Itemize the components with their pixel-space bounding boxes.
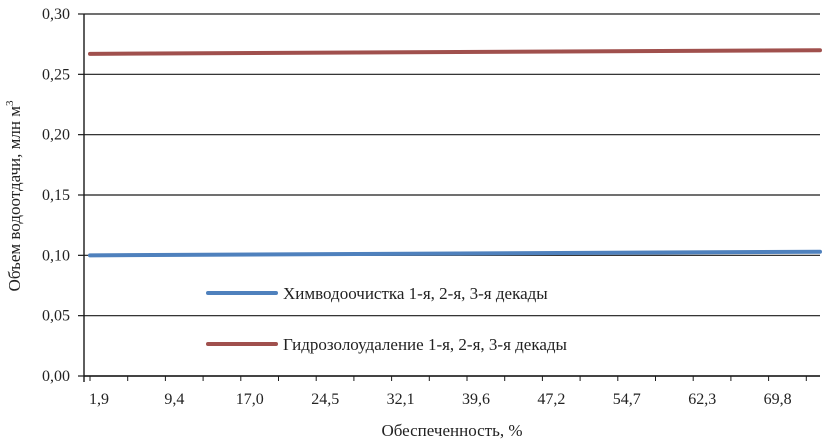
- y-tick-label: 0,10: [42, 247, 70, 264]
- x-tick-label: 47,2: [537, 391, 565, 408]
- x-tick-label: 1,9: [89, 391, 109, 408]
- y-tick-label: 0,30: [42, 6, 70, 23]
- x-tick-label: 69,8: [764, 391, 792, 408]
- x-tick-label: 24,5: [311, 391, 339, 408]
- series-lines: [88, 48, 822, 258]
- legend-label-0: Химводоочистка 1-я, 2-я, 3-я декады: [283, 284, 548, 303]
- x-tick-label: 32,1: [387, 391, 415, 408]
- series-line-1: [88, 48, 822, 56]
- y-tick-label: 0,05: [42, 308, 70, 325]
- axes: [78, 13, 820, 382]
- x-tick-labels: 1,99,417,024,532,139,647,254,762,369,877…: [89, 391, 792, 408]
- series-line-0: [88, 249, 822, 258]
- x-tick-label: 39,6: [462, 391, 490, 408]
- y-axis-title-superscript: 3: [4, 100, 16, 106]
- y-tick-label: 0,15: [42, 187, 70, 204]
- legend-label-1: Гидрозолоудаление 1-я, 2-я, 3-я декады: [283, 335, 568, 354]
- y-tick-labels: 0,00 0,05 0,10 0,15 0,20 0,25 0,30: [42, 6, 70, 385]
- y-axis-title: Объем водоотдачи, млн м3: [4, 100, 24, 291]
- x-tick-label: 54,7: [613, 391, 641, 408]
- x-tick-label: 9,4: [164, 391, 184, 408]
- y-axis-title-main: Объем водоотдачи, млн м: [5, 106, 24, 292]
- x-tick-label: 62,3: [688, 391, 716, 408]
- y-tick-label: 0,25: [42, 66, 70, 83]
- x-tick-label: 17,0: [236, 391, 264, 408]
- legend: Химводоочистка 1-я, 2-я, 3-я декады Гидро…: [206, 284, 568, 354]
- y-tick-label: 0,00: [42, 368, 70, 385]
- x-axis-title: Обеспеченность, %: [381, 421, 522, 440]
- gridlines: [84, 13, 820, 377]
- y-tick-label: 0,20: [42, 127, 70, 144]
